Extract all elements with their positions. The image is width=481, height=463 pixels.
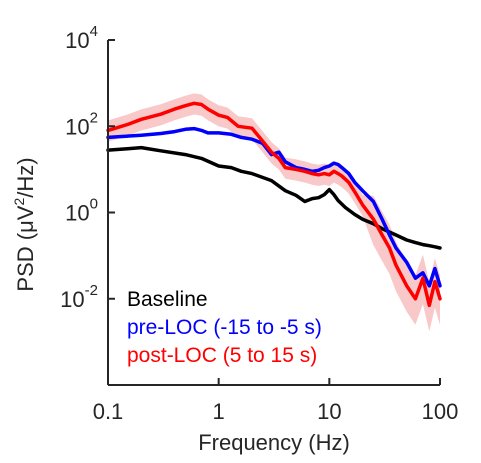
y-axis-title-sup: 2 [11,198,27,206]
y-axis-title: PSD (μV2/Hz) [11,157,38,291]
legend-entry-1: pre-LOC (-15 to -5 s) [127,316,322,339]
series-line-1 [106,126,442,288]
y-tick-label: 100 [65,196,98,226]
x-tick-label: 1 [213,399,225,424]
y-tick-base: 10 [60,287,84,312]
y-tick-exponent: 2 [90,109,98,126]
y-axis-title-suffix: /Hz) [13,157,38,197]
y-tick-exponent: -2 [85,282,98,299]
x-tick-label: 100 [422,399,459,424]
y-axis-title-prefix: PSD (μV [13,205,38,291]
y-tick-label: 104 [65,23,98,53]
legend-entry-2: post-LOC (5 to 15 s) [127,344,317,367]
y-tick-base: 10 [65,201,89,226]
y-tick-base: 10 [65,114,89,139]
series-line-2 [106,101,442,308]
x-tick-label: 0.1 [93,399,124,424]
y-tick-exponent: 0 [90,196,98,213]
y-tick-exponent: 4 [90,23,98,40]
y-tick-label: 10-2 [60,282,98,312]
confidence-bands [108,93,440,332]
confidence-band-2 [108,93,440,332]
x-tick-label: 10 [317,399,341,424]
legend-entry-0: Baseline [127,288,208,311]
legend: Baseline pre-LOC (-15 to -5 s) post-LOC (5… [127,288,322,367]
series-lines [106,101,442,308]
y-tick-base: 10 [65,28,89,53]
x-axis-title: Frequency (Hz) [198,430,350,455]
series-line-0 [106,145,442,250]
y-tick-label: 102 [65,109,98,139]
